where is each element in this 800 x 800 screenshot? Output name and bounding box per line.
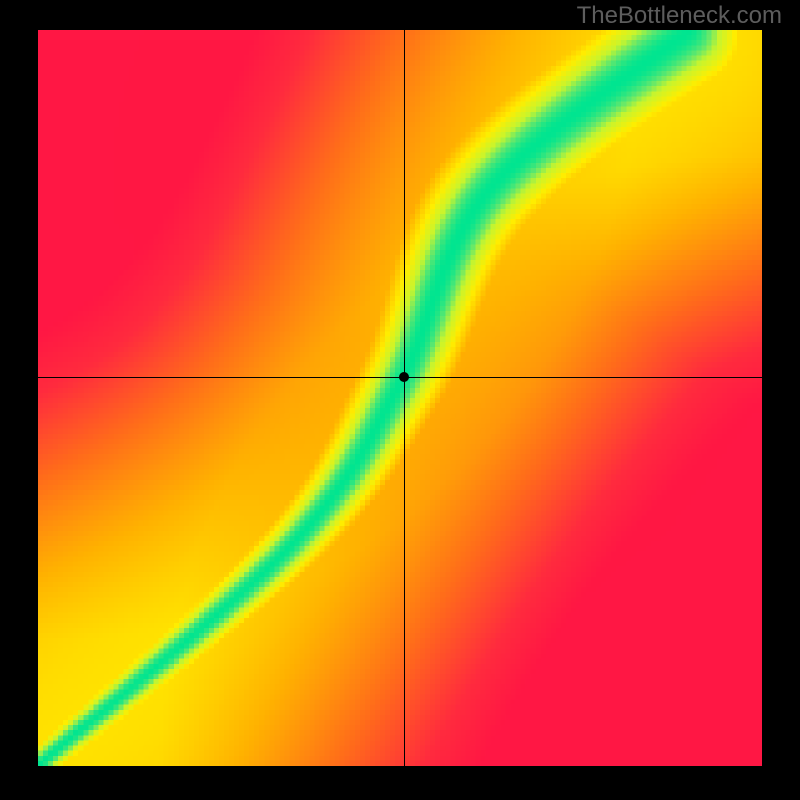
crosshair-marker <box>399 372 409 382</box>
chart-container: TheBottleneck.com <box>0 0 800 800</box>
crosshair-vertical <box>404 30 405 766</box>
bottleneck-heatmap <box>38 30 762 766</box>
heatmap-wrap <box>38 30 762 766</box>
watermark-text: TheBottleneck.com <box>577 2 782 30</box>
